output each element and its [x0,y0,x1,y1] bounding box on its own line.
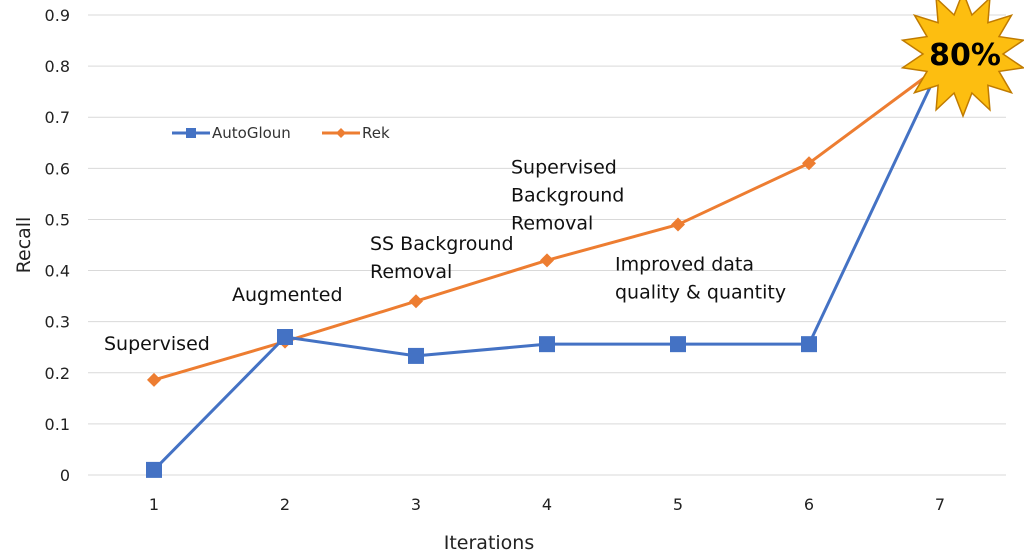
y-tick-label: 0 [60,466,70,485]
data-point-autogloun [408,347,424,364]
data-point-rek [802,156,816,171]
data-point-rek [147,372,161,387]
legend-marker [186,128,196,138]
data-point-rek [409,294,423,309]
annotation-line: SS Background [370,233,514,255]
y-tick-label: 0.1 [45,415,70,434]
annotation-label: Augmented [232,284,343,306]
y-tick-label: 0.4 [45,262,70,281]
annotation-line: Improved data [615,254,754,276]
y-axis-title: Recall [13,217,35,274]
x-axis-title: Iterations [444,532,535,554]
annotation-line: Background [511,184,624,206]
x-tick-label: 6 [804,495,814,514]
data-point-rek [671,217,685,232]
y-tick-label: 0.7 [45,108,70,127]
annotation-label: SS Background Removal [370,233,514,283]
annotation-line: Supervised [511,156,617,178]
legend: AutoGloun Rek [172,124,390,142]
annotation-line: Supervised [104,333,210,355]
annotation-line: Augmented [232,284,343,306]
annotation-label: Supervised [104,333,210,355]
x-tick-label: 4 [542,495,552,514]
recall-badge: 80% [900,0,1024,119]
annotation-label: Improved data quality & quantity [615,254,786,304]
series-autogloun [146,58,948,478]
data-point-autogloun [539,336,555,353]
badge-label: 80% [929,38,1001,73]
legend-item-rek: Rek [322,124,390,142]
data-point-autogloun [277,329,293,345]
y-axis-ticks: 0 0.1 0.2 0.3 0.4 0.5 0.6 0.7 0.8 0.9 [45,6,70,485]
x-tick-label: 1 [149,495,159,514]
x-tick-label: 2 [280,495,290,514]
data-point-autogloun [670,336,686,353]
y-tick-label: 0.9 [45,6,70,25]
annotation-line: quality & quantity [615,282,786,304]
y-tick-label: 0.2 [45,364,70,383]
y-tick-label: 0.5 [45,210,70,229]
gridlines [88,14,1006,476]
legend-label: AutoGloun [212,124,291,142]
x-tick-label: 7 [935,495,945,514]
series-layer [146,58,948,478]
x-tick-label: 5 [673,495,683,514]
data-point-rek [540,253,554,268]
y-tick-label: 0.6 [45,159,70,178]
legend-marker [336,128,346,138]
data-point-autogloun [801,336,817,353]
data-point-autogloun [146,461,162,478]
y-tick-label: 0.8 [45,57,70,76]
annotation-label: Supervised Background Removal [511,156,624,234]
y-tick-label: 0.3 [45,313,70,332]
legend-item-autogloun: AutoGloun [172,124,291,142]
annotation-line: Removal [370,261,452,283]
annotation-line: Removal [511,212,593,234]
starburst-shape [900,0,1024,119]
x-axis-ticks: 1 2 3 4 5 6 7 [149,495,945,514]
legend-label: Rek [362,124,390,142]
x-tick-label: 3 [411,495,421,514]
